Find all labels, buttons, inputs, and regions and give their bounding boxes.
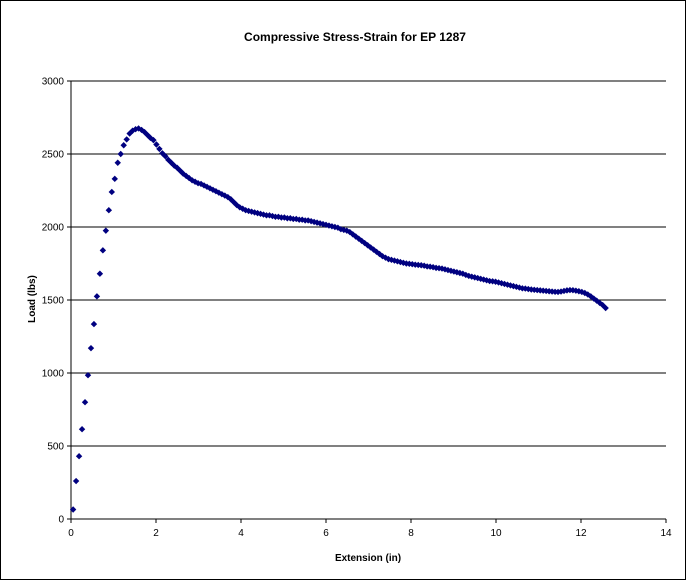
data-point	[72, 477, 80, 485]
data-point	[578, 288, 586, 296]
data-point	[293, 215, 300, 223]
data-point	[364, 242, 371, 249]
data-point	[78, 426, 86, 433]
tick-labels: 0 500 1000 1500 2000 2500 3000 0 2 4 6 8 10 12 14	[42, 77, 672, 540]
data-point	[554, 288, 562, 296]
x-tick-label: 12	[575, 528, 587, 539]
data-point	[548, 288, 556, 295]
data-point	[563, 287, 571, 294]
data-point	[108, 188, 115, 196]
data-point	[120, 142, 127, 149]
data-point	[519, 285, 526, 292]
x-tick-label: 4	[238, 528, 244, 539]
data-point	[102, 227, 110, 234]
data-point	[69, 506, 77, 513]
data-point	[361, 239, 368, 247]
data-point	[322, 221, 330, 229]
y-tick-label: 2500	[42, 150, 65, 161]
data-point	[525, 285, 532, 293]
axes	[67, 80, 667, 523]
x-tick-label: 10	[490, 528, 502, 539]
data-point	[84, 371, 92, 379]
y-tick-label: 1000	[42, 369, 65, 380]
data-point	[96, 270, 104, 277]
data-point	[593, 297, 600, 304]
gridlines	[71, 80, 666, 447]
data-point	[537, 287, 544, 294]
data-point	[307, 217, 315, 225]
data-point	[162, 152, 169, 160]
data-point	[218, 190, 226, 198]
data-point	[174, 164, 181, 172]
x-tick-label: 2	[153, 528, 159, 539]
data-point	[331, 223, 339, 231]
data-point	[75, 453, 83, 460]
data-point	[534, 286, 541, 294]
data-point	[185, 174, 193, 182]
data-point	[602, 304, 609, 312]
data-point	[99, 247, 107, 254]
data-point	[367, 244, 374, 251]
data-point	[90, 320, 98, 328]
data-point	[81, 399, 89, 406]
data-point	[153, 141, 160, 148]
y-tick-label: 2000	[42, 223, 65, 234]
data-point	[188, 177, 196, 184]
data-point	[114, 159, 121, 166]
x-tick-label: 14	[660, 528, 672, 539]
y-tick-label: 0	[58, 515, 64, 526]
data-point	[105, 207, 113, 214]
data-point	[275, 213, 282, 220]
data-point	[126, 130, 133, 137]
data-point	[117, 150, 124, 158]
data-point	[584, 291, 591, 298]
data-point	[260, 211, 267, 218]
data-point	[156, 145, 163, 153]
x-tick-label: 0	[68, 528, 74, 539]
data-point	[599, 301, 606, 309]
data-point	[569, 287, 577, 294]
data-point	[596, 299, 603, 307]
y-tick-label: 3000	[42, 77, 65, 88]
y-tick-label: 500	[47, 442, 64, 453]
data-point	[123, 136, 130, 143]
x-tick-label: 6	[323, 528, 329, 539]
data-point	[150, 136, 157, 144]
data-point	[111, 175, 118, 183]
data-point	[337, 225, 345, 233]
x-tick-label: 8	[408, 528, 414, 539]
data-point	[87, 344, 95, 352]
data-point	[522, 285, 529, 292]
x-axis-label: Extension (in)	[335, 553, 401, 564]
chart-title: Compressive Stress-Strain for EP 1287	[244, 30, 466, 44]
data-point	[215, 189, 223, 196]
data-points	[69, 125, 609, 513]
data-point	[245, 207, 252, 215]
data-point	[581, 289, 589, 297]
y-tick-label: 1500	[42, 296, 65, 307]
data-point	[93, 293, 101, 300]
data-point	[510, 282, 517, 290]
y-axis-label: Load (lbs)	[27, 275, 38, 323]
data-point	[539, 287, 547, 294]
